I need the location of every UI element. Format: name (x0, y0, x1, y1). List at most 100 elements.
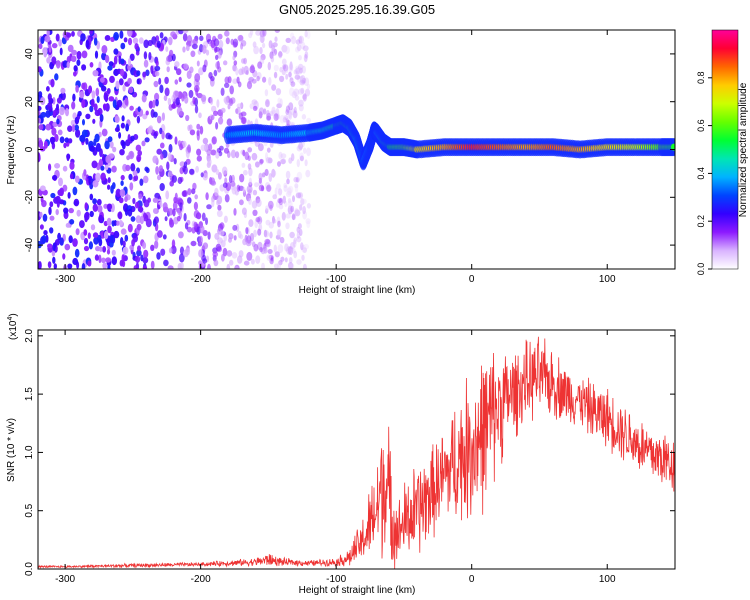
noise-speckle (113, 230, 120, 239)
noise-speckle (112, 146, 117, 153)
noise-speckle (277, 229, 282, 237)
noise-speckle (117, 211, 123, 220)
noise-speckle (260, 185, 265, 192)
noise-speckle (265, 182, 271, 189)
noise-speckle (305, 218, 311, 225)
noise-speckle (212, 251, 219, 258)
noise-speckle (302, 263, 307, 269)
noise-speckle (47, 102, 53, 110)
y-tick-label: -40 (24, 237, 35, 252)
noise-speckle (275, 108, 280, 117)
y-tick-label: 20 (24, 96, 35, 108)
noise-speckle (81, 99, 86, 109)
noise-speckle (62, 253, 66, 260)
colorbar-label: Normalized spectral amplitude (738, 82, 749, 217)
noise-speckle (268, 76, 272, 86)
noise-speckle (177, 263, 182, 269)
noise-speckle (131, 239, 136, 247)
noise-speckle (229, 98, 234, 106)
noise-speckle (302, 77, 307, 84)
noise-speckle (237, 35, 244, 41)
noise-speckle (153, 131, 158, 139)
noise-speckle (49, 136, 56, 144)
noise-speckle (171, 175, 177, 183)
noise-speckle (172, 201, 178, 211)
noise-speckle (196, 155, 202, 162)
noise-speckle (137, 150, 142, 157)
noise-speckle (143, 212, 147, 219)
noise-speckle (81, 82, 86, 90)
noise-speckle (251, 241, 256, 248)
noise-speckle (56, 97, 62, 104)
noise-speckle (285, 109, 290, 115)
noise-speckle (252, 189, 258, 196)
noise-speckle (66, 153, 70, 162)
noise-speckle (302, 65, 306, 74)
noise-speckle (120, 122, 125, 129)
noise-speckle (73, 124, 79, 131)
noise-speckle (298, 63, 304, 70)
noise-speckle (270, 256, 274, 262)
noise-speckle (99, 246, 103, 252)
noise-speckle (293, 237, 297, 245)
y-tick-label: 0 (24, 146, 35, 152)
noise-speckle (110, 234, 114, 244)
noise-speckle (111, 249, 116, 256)
noise-speckle (269, 110, 274, 117)
noise-speckle (202, 172, 208, 181)
noise-speckle (174, 136, 178, 145)
noise-speckle (213, 259, 219, 267)
noise-speckle (62, 165, 68, 172)
noise-speckle (232, 38, 239, 48)
noise-speckle (188, 89, 194, 99)
noise-speckle (286, 246, 292, 255)
noise-speckle (272, 170, 277, 177)
noise-speckle (240, 42, 244, 50)
noise-speckle (194, 105, 199, 114)
noise-speckle (229, 259, 234, 266)
noise-speckle (293, 69, 298, 75)
noise-speckle (233, 235, 237, 241)
noise-speckle (258, 172, 263, 181)
noise-speckle (120, 228, 127, 235)
noise-speckle (102, 246, 107, 253)
noise-speckle (136, 78, 140, 85)
noise-speckle (56, 118, 60, 125)
noise-speckle (271, 168, 276, 178)
noise-speckle (245, 227, 249, 235)
noise-speckle (127, 77, 132, 85)
noise-speckle (76, 209, 81, 217)
noise-speckle (161, 112, 165, 121)
noise-speckle (124, 196, 128, 203)
noise-speckle (198, 249, 204, 258)
noise-speckle (250, 30, 254, 36)
noise-speckle (121, 115, 125, 122)
noise-speckle (267, 200, 274, 209)
noise-speckle (94, 50, 99, 59)
noise-speckle (160, 142, 165, 149)
noise-speckle (299, 75, 304, 83)
noise-speckle (182, 30, 189, 34)
noise-speckle (293, 106, 297, 114)
noise-speckle (108, 61, 114, 67)
noise-speckle (277, 261, 281, 269)
noise-speckle (136, 154, 142, 163)
noise-speckle (115, 80, 120, 90)
noise-speckle (76, 50, 82, 60)
noise-speckle (173, 158, 177, 165)
noise-speckle (127, 64, 132, 71)
noise-speckle (101, 128, 108, 137)
noise-speckle (166, 161, 170, 171)
noise-speckle (235, 151, 240, 159)
noise-speckle (165, 190, 170, 200)
noise-speckle (264, 168, 269, 177)
noise-speckle (182, 140, 187, 148)
noise-speckle (209, 97, 214, 105)
noise-speckle (242, 149, 246, 157)
noise-speckle (294, 208, 299, 216)
noise-speckle (300, 242, 304, 251)
noise-speckle (48, 163, 52, 171)
noise-speckle (111, 256, 118, 266)
noise-speckle (211, 198, 215, 208)
noise-speckle (106, 203, 113, 210)
